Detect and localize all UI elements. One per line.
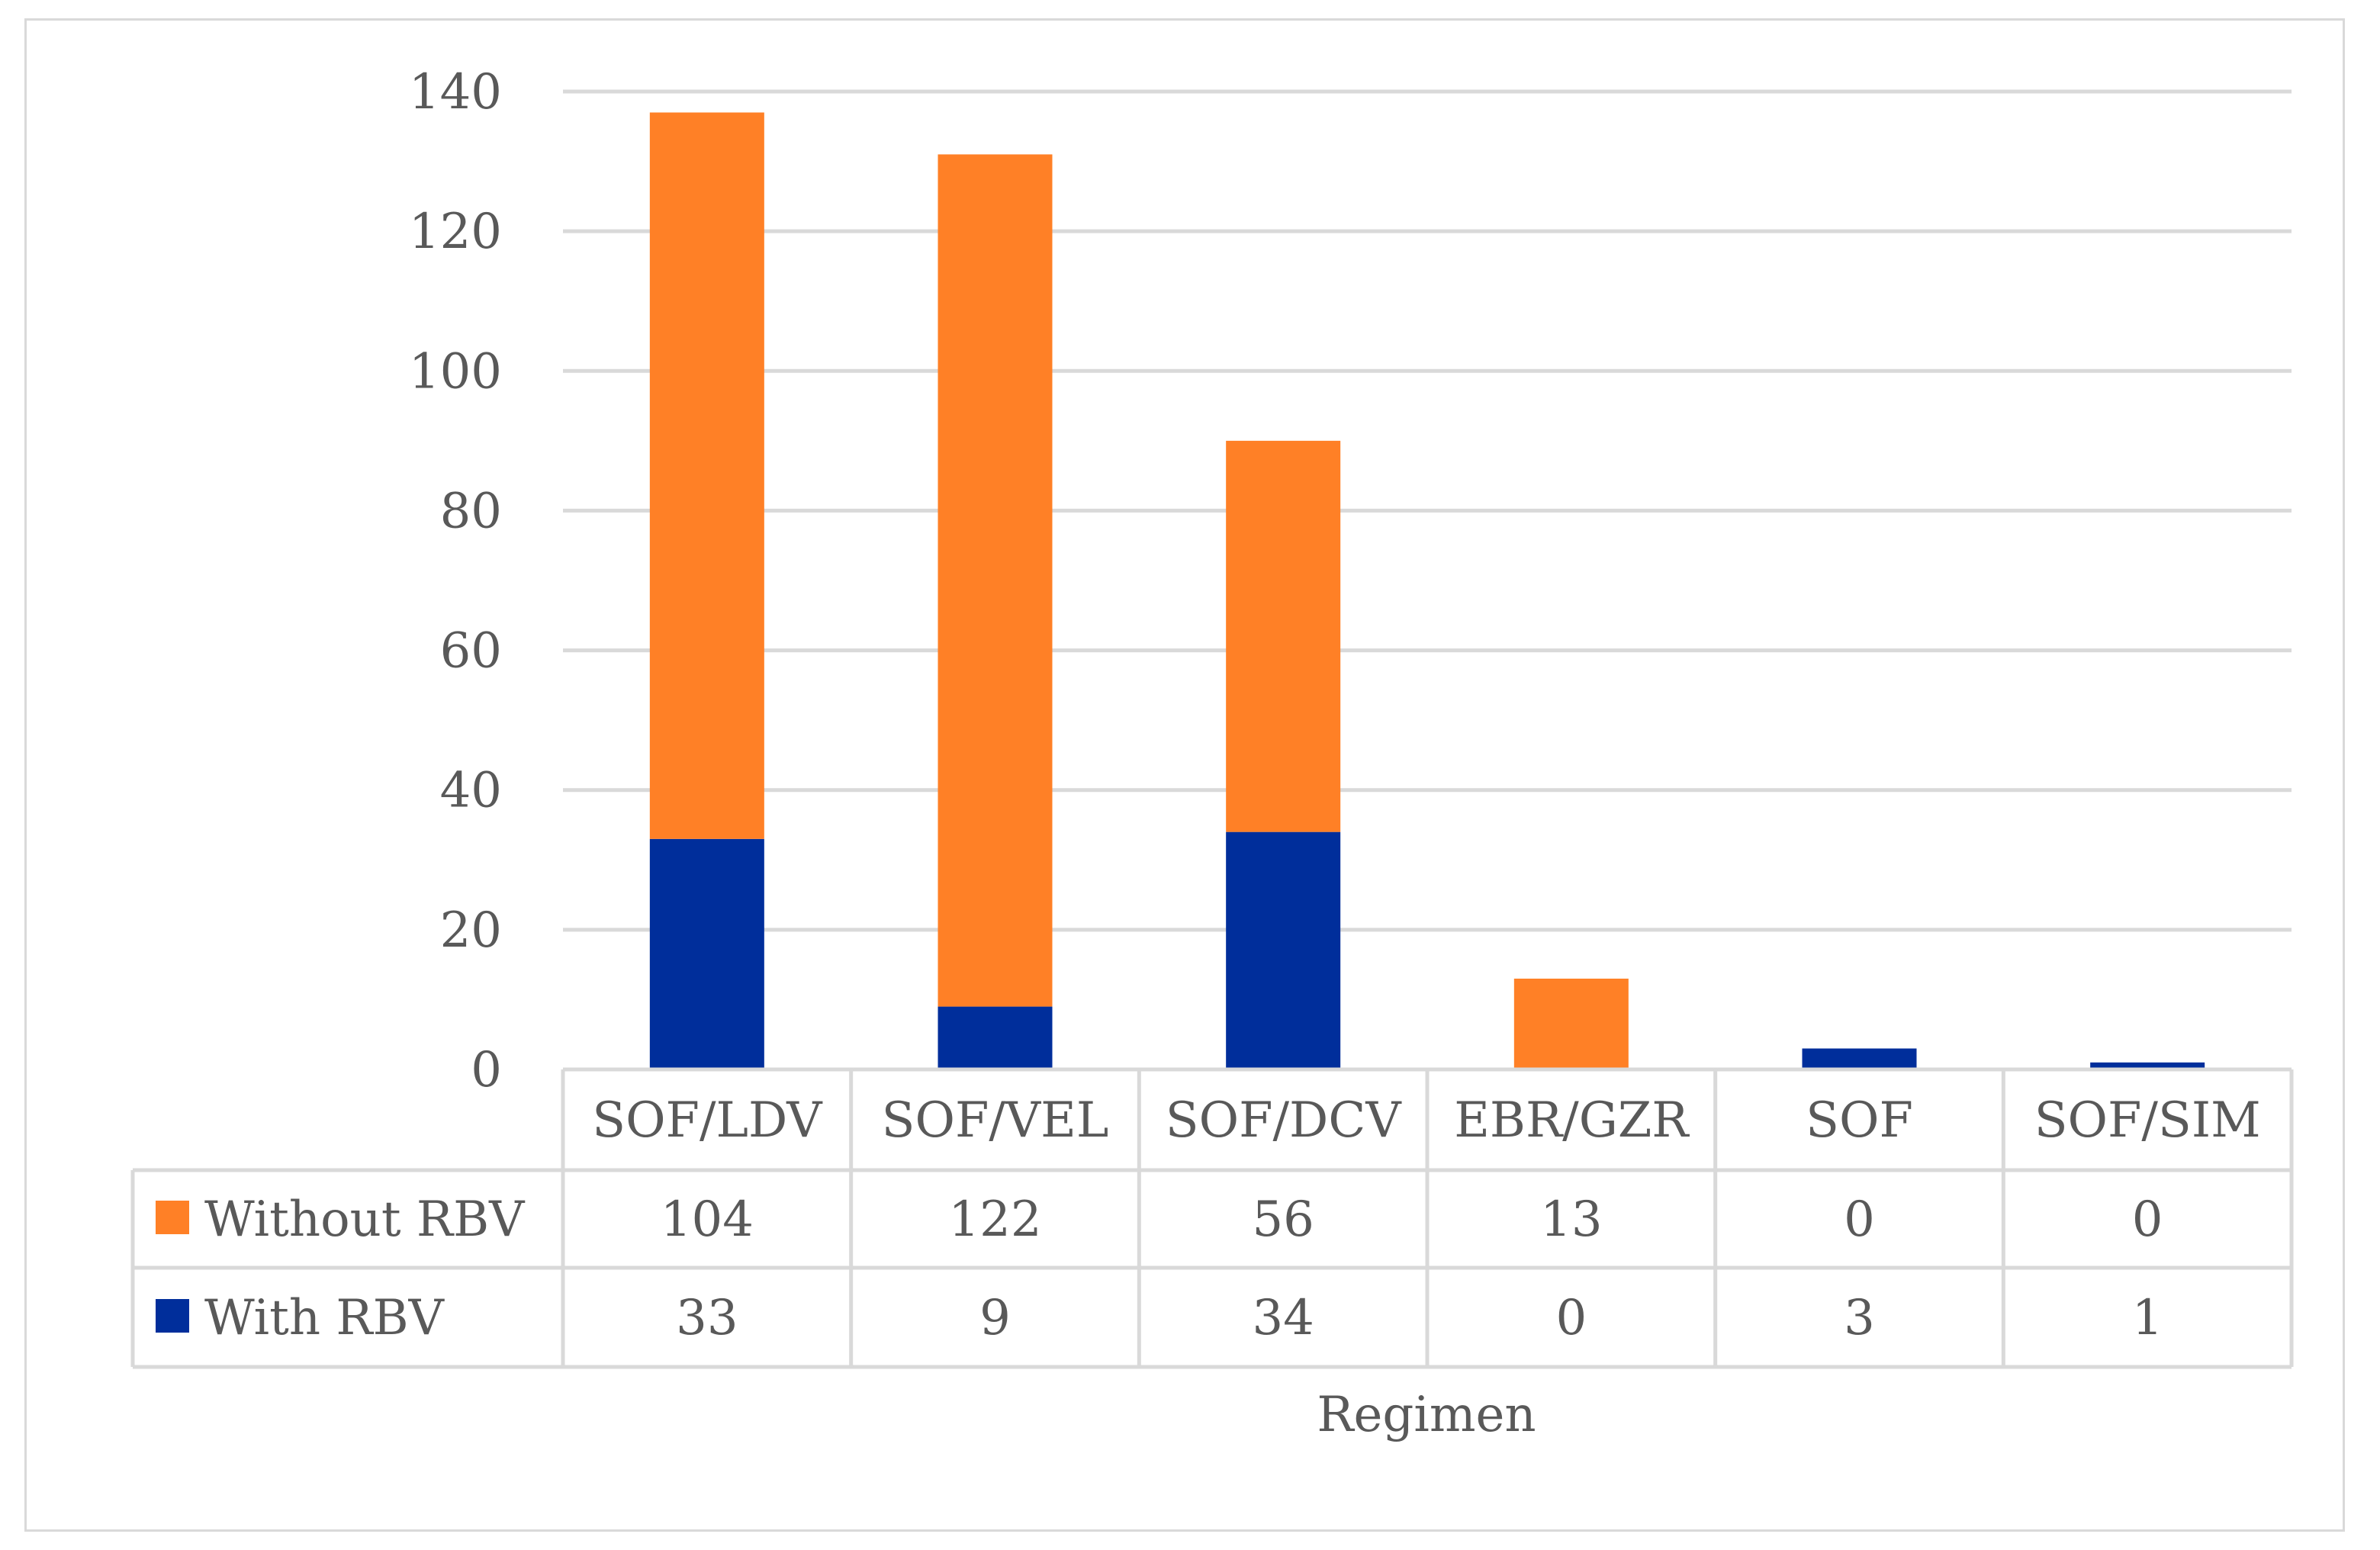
x-axis-label: Regimen [1317, 1387, 1536, 1443]
y-tick-label: 60 [440, 623, 502, 680]
y-tick-label: 80 [440, 483, 502, 539]
category-label: SOF/VEL [882, 1092, 1109, 1149]
legend-key-with-rbv [156, 1299, 189, 1333]
bar-segment-without-rbv [649, 112, 764, 839]
category-label: SOF/LDV [592, 1092, 823, 1149]
table-cell-value: 13 [1540, 1191, 1602, 1248]
table-cell-value: 0 [1844, 1191, 1875, 1248]
legend-label: With RBV [204, 1290, 445, 1346]
y-tick-label: 40 [440, 763, 502, 819]
table-cell-value: 0 [1555, 1290, 1587, 1346]
y-axis-tick-labels: 0 20 40 60 80 100 120 140 [409, 64, 502, 1098]
table-cell-value: 122 [948, 1191, 1041, 1248]
table-cell-value: 3 [1844, 1290, 1875, 1346]
bar-segment-with-rbv [2090, 1062, 2205, 1069]
y-tick-label: 120 [409, 204, 502, 260]
table-cell-value: 104 [661, 1191, 754, 1248]
y-tick-label: 100 [409, 343, 502, 400]
table-cell-value: 56 [1252, 1191, 1314, 1248]
legend-label: Without RBV [204, 1191, 526, 1248]
data-table: SOF/LDV SOF/VEL SOF/DCV EBR/GZR SOF SOF/SIM Wi… [130, 1067, 2294, 1369]
table-cell-value: 9 [979, 1290, 1011, 1346]
y-tick-label: 20 [440, 902, 502, 959]
gridlines [563, 89, 2292, 932]
bar-segment-with-rbv [1802, 1048, 1917, 1069]
category-label: SOF/SIM [2034, 1092, 2261, 1149]
table-cell-value: 34 [1252, 1290, 1314, 1346]
bar-segment-with-rbv [938, 1006, 1053, 1069]
category-label: SOF [1806, 1092, 1913, 1149]
bar-segment-without-rbv [1513, 978, 1629, 1069]
chart-frame [24, 18, 2345, 1532]
table-cell-value: 0 [2132, 1191, 2163, 1248]
bar-segment-without-rbv [1226, 440, 1341, 832]
bars [649, 112, 2205, 1069]
table-cell-value: 1 [2132, 1290, 2163, 1346]
y-tick-label: 140 [409, 64, 502, 121]
legend-key-without-rbv [156, 1201, 189, 1234]
bar-segment-without-rbv [938, 154, 1053, 1007]
category-label: EBR/GZR [1454, 1092, 1690, 1149]
category-label: SOF/DCV [1166, 1092, 1403, 1149]
y-tick-label: 0 [471, 1042, 502, 1098]
bar-segment-with-rbv [649, 838, 764, 1069]
table-cell-value: 33 [676, 1290, 738, 1346]
bar-segment-with-rbv [1226, 831, 1341, 1069]
